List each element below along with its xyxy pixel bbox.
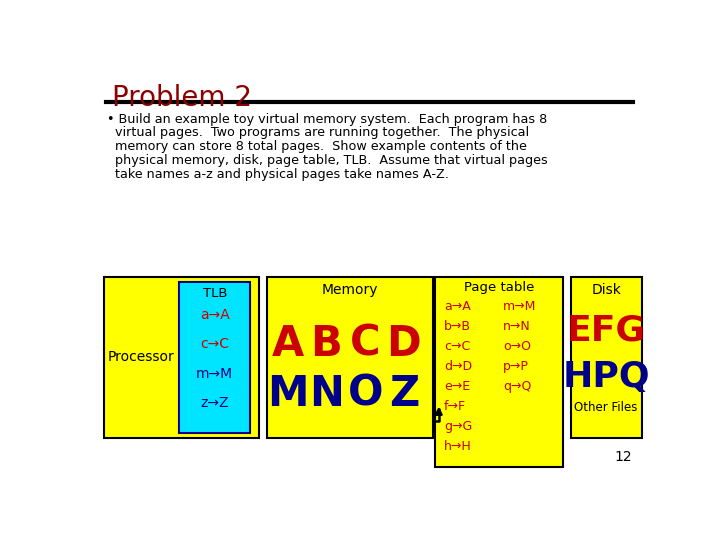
Text: Disk: Disk	[591, 283, 621, 296]
Text: a→A: a→A	[444, 300, 471, 313]
Text: Processor: Processor	[108, 350, 174, 365]
Text: memory can store 8 total pages.  Show example contents of the: memory can store 8 total pages. Show exa…	[107, 140, 527, 153]
Text: p→P: p→P	[503, 360, 529, 373]
Text: HPQ: HPQ	[562, 360, 650, 394]
Bar	[104, 276, 259, 438]
Bar	[570, 276, 642, 438]
Text: B: B	[310, 323, 342, 364]
Text: h→H: h→H	[444, 440, 472, 453]
Bar	[435, 276, 563, 467]
Text: virtual pages.  Two programs are running together.  The physical: virtual pages. Two programs are running …	[107, 126, 529, 139]
Text: Z: Z	[389, 373, 419, 415]
Text: TLB: TLB	[202, 287, 227, 300]
Text: c→C: c→C	[444, 340, 470, 353]
Text: D: D	[387, 323, 421, 364]
Text: g→G: g→G	[444, 420, 472, 433]
Text: z→Z: z→Z	[201, 396, 229, 410]
Text: b→B: b→B	[444, 320, 471, 333]
Text: Page table: Page table	[464, 281, 534, 294]
Text: Other Files: Other Files	[575, 401, 638, 414]
Text: a→A: a→A	[200, 308, 230, 322]
Text: N: N	[309, 373, 344, 415]
Text: d→D: d→D	[444, 360, 472, 373]
Text: C: C	[350, 323, 380, 364]
Text: n→N: n→N	[503, 320, 531, 333]
Text: physical memory, disk, page table, TLB.  Assume that virtual pages: physical memory, disk, page table, TLB. …	[107, 154, 548, 167]
Text: • Build an example toy virtual memory system.  Each program has 8: • Build an example toy virtual memory sy…	[107, 112, 547, 125]
Text: q→Q: q→Q	[503, 380, 531, 393]
Bar	[179, 282, 251, 433]
Text: take names a-z and physical pages take names A-Z.: take names a-z and physical pages take n…	[107, 168, 449, 181]
Text: EFG: EFG	[567, 314, 646, 348]
Text: O: O	[347, 373, 383, 415]
Text: e→E: e→E	[444, 380, 470, 393]
Text: m→M: m→M	[197, 367, 233, 381]
Text: Memory: Memory	[322, 283, 378, 296]
Bar	[266, 276, 433, 438]
Text: f→F: f→F	[444, 400, 467, 413]
Text: Problem 2: Problem 2	[112, 84, 252, 112]
Text: M: M	[267, 373, 308, 415]
Text: A: A	[271, 323, 304, 364]
Text: m→M: m→M	[503, 300, 536, 313]
Text: c→C: c→C	[200, 338, 229, 352]
Text: o→O: o→O	[503, 340, 531, 353]
Text: 12: 12	[615, 450, 632, 464]
